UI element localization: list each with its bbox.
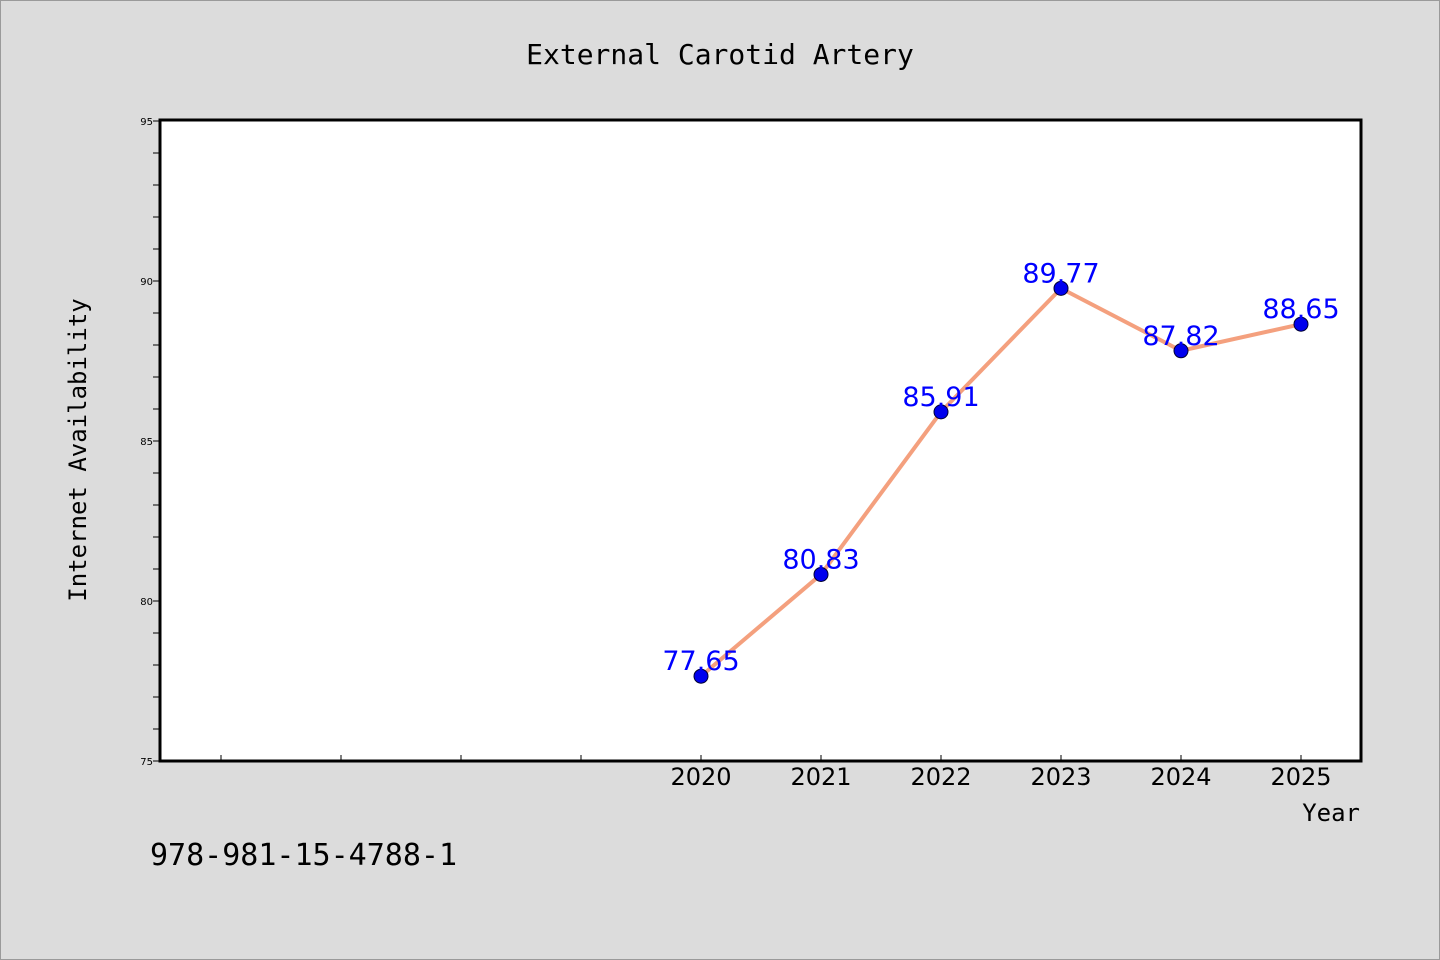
footnote-text: 978-981-15-4788-1 [150, 838, 457, 873]
y-tick-label: 80 [140, 597, 153, 608]
data-point-marker [1053, 280, 1069, 296]
y-tick-label: 75 [140, 757, 153, 768]
x-tick-labels: 2020 2021 2022 2023 2024 2025 [670, 763, 1331, 791]
data-point-label: 80.83 [782, 544, 859, 575]
data-point-marker [1173, 343, 1189, 359]
data-point-label: 77.65 [662, 646, 739, 677]
y-minor-ticks [153, 120, 161, 762]
y-tick-label: 85 [140, 437, 153, 448]
data-point-label: 88.65 [1262, 294, 1339, 325]
data-point-label: 87.82 [1142, 321, 1219, 352]
plot-area [158, 118, 1363, 763]
data-point-marker [693, 668, 709, 684]
x-tick-label: 2020 [670, 763, 731, 791]
x-tick-label: 2021 [790, 763, 851, 791]
y-axis-label: Internet Availability [64, 298, 92, 601]
data-point-marker [1293, 316, 1309, 332]
x-tick-label: 2023 [1030, 763, 1091, 791]
series-line [699, 286, 1302, 678]
y-tick-label: 90 [140, 277, 153, 288]
data-point-label: 85.91 [902, 382, 979, 413]
x-tick-label: 2022 [910, 763, 971, 791]
data-markers [693, 280, 1309, 684]
data-point-label: 89.77 [1022, 258, 1099, 289]
x-tick-label: 2025 [1270, 763, 1331, 791]
data-point-marker [933, 404, 949, 420]
x-ticks [220, 755, 1302, 761]
x-axis-label: Year [1302, 799, 1360, 827]
data-labels: 77.65 80.83 85.91 89.77 87.82 88.65 [662, 258, 1339, 677]
y-tick-labels: 75 80 85 90 95 [140, 117, 153, 768]
chart-title: External Carotid Artery [526, 38, 914, 71]
y-tick-label: 95 [140, 117, 153, 128]
data-point-marker [813, 566, 829, 582]
x-tick-label: 2024 [1150, 763, 1211, 791]
